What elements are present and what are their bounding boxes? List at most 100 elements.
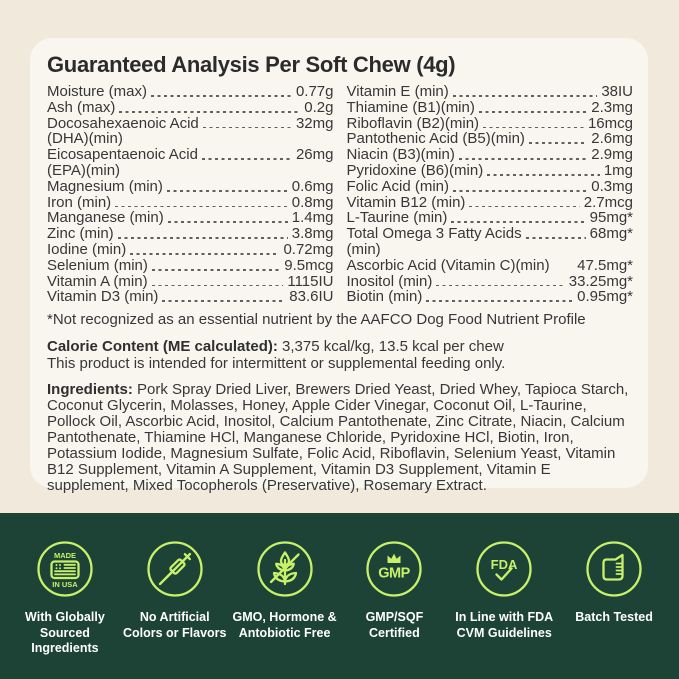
nutrient-name: Vitamin D3 (min) <box>47 288 159 306</box>
nutrient-name: Iodine (min) <box>47 240 127 258</box>
badge-label: GMO, Hormone & Antobiotic Free <box>232 610 337 640</box>
badge-label: GMP/SQF Certified <box>365 610 424 640</box>
badge-no-artificial-colors: No Artificial Colors or Flavors <box>120 540 230 679</box>
analysis-column-right: Vitamin E (min) 38IU Thiamine (B1)(min) 2.3… <box>347 84 634 305</box>
no-plant-icon <box>256 541 313 597</box>
badge-gmo-free: GMO, Hormone & Antobiotic Free <box>230 540 340 679</box>
feeding-note: This product is intended for intermitten… <box>47 355 506 373</box>
nutrient-name: Docosahexaenoic Acid <box>47 114 199 132</box>
dotted-leader <box>487 173 600 176</box>
calorie-content-value: 3,375 kcal/kg, 13.5 kcal per chew <box>282 338 504 356</box>
nutrient-name: Biotin (min) <box>346 288 423 306</box>
fda-text: FDA <box>491 557 518 572</box>
guaranteed-analysis-panel: Guaranteed Analysis Per Soft Chew (4g) M… <box>30 38 648 493</box>
nutrient-name: Magnesium (min) <box>47 177 163 195</box>
nutrient-name: Selenium (min) <box>47 256 148 274</box>
nutrient-name: Riboflavin (B2)(min) <box>346 114 480 132</box>
nutrient-value: 3.8mg <box>291 225 334 243</box>
dotted-leader <box>483 126 584 129</box>
nutrient-value: 0.72mg <box>283 240 334 258</box>
calorie-content-label: Calorie Content (ME calculated): <box>47 338 278 356</box>
dotted-leader <box>166 189 288 192</box>
nutrient-name: Pyridoxine (B6)(min) <box>346 161 484 179</box>
dotted-leader <box>162 300 286 303</box>
ingredients-paragraph: Ingredients: Pork Spray Dried Liver, Bre… <box>47 382 633 493</box>
nutrient-value: 38IU <box>601 83 633 100</box>
dotted-leader <box>525 237 586 239</box>
dotted-leader <box>469 205 580 208</box>
badge-label: No Artificial Colors or Flavors <box>122 610 227 640</box>
nutrient-value: 68mg* <box>589 225 633 243</box>
nutrient-value: 0.3mg <box>591 177 633 195</box>
nutrient-value: 26mg <box>295 146 334 164</box>
nutrient-value: 0.8mg <box>291 193 334 211</box>
gmp-crown-icon: GMP <box>366 541 423 597</box>
analysis-row: Folic Acid (min) 0.3mg <box>347 177 634 195</box>
analysis-row: Docosahexaenoic Acid 32mg (DHA)(min) <box>47 114 334 148</box>
dotted-leader <box>202 126 292 129</box>
analysis-row: Total Omega 3 Fatty Acids 68mg* (min) <box>347 226 634 258</box>
nutrient-name: Vitamin E (min) <box>346 83 449 100</box>
dotted-leader <box>478 110 588 113</box>
badge-label: With Globally Sourced Ingredients <box>25 610 105 655</box>
dotted-leader <box>151 268 281 271</box>
analysis-row: Pantothenic Acid (B5)(min) 2.6mg <box>347 131 634 147</box>
dotted-leader <box>452 95 598 97</box>
nutrient-name: Eicosapentaenoic Acid <box>47 146 198 164</box>
nutrient-value: 9.5mcg <box>284 256 334 274</box>
analysis-row: Vitamin D3 (min) 83.6IU <box>47 289 334 305</box>
badge-gmp-sqf: GMP GMP/SQF Certified <box>339 540 449 679</box>
dotted-leader <box>451 221 586 224</box>
badge-batch-tested: Batch Tested <box>559 540 669 679</box>
nutrient-name: Niacin (B3)(min) <box>346 146 455 164</box>
nutrient-value: 0.6mg <box>291 177 334 195</box>
dotted-leader <box>426 300 574 303</box>
nutrient-name-continued: (EPA)(min) <box>47 161 121 179</box>
dotted-leader <box>119 110 301 113</box>
nutrient-name: Vitamin B12 (min) <box>346 193 466 211</box>
nutrient-value: 2.6mg <box>591 130 633 148</box>
aafco-footnote: *Not recognized as an essential nutrient… <box>47 311 586 329</box>
fda-check-icon: FDA <box>476 541 532 597</box>
nutrient-value: 1115IU <box>287 272 334 290</box>
analysis-column-left: Moisture (max) 0.77g Ash (max) 0.2g Docosahe… <box>47 84 334 305</box>
analysis-row: Ash (max) 0.2g <box>47 98 334 116</box>
analysis-row: Zinc (min) 3.8mg <box>47 226 334 242</box>
calorie-content: Calorie Content (ME calculated): 3,375 k… <box>47 338 633 372</box>
nutrient-name: Ascorbic Acid (Vitamin C)(min) <box>346 256 550 274</box>
analysis-row: Selenium (min) 9.5mcg <box>47 256 334 274</box>
nutrient-value: 32mg <box>295 114 334 132</box>
dotted-leader <box>151 95 292 97</box>
made-text: MADE <box>54 551 76 560</box>
dotted-leader <box>528 142 588 145</box>
badge-fda-cvm: FDA In Line with FDA CVM Guidelines <box>449 540 559 679</box>
nutrient-name: Inositol (min) <box>346 272 433 290</box>
analysis-row: Moisture (max) 0.77g <box>47 84 334 100</box>
nutrient-value: 0.2g <box>304 98 334 116</box>
in-usa-text: IN USA <box>52 580 78 589</box>
analysis-row: Inositol (min) 33.25mg* <box>346 272 634 290</box>
nutrient-value: 0.95mg* <box>577 288 633 306</box>
beaker-icon <box>586 541 642 597</box>
nutrient-name: Iron (min) <box>47 193 112 211</box>
ingredients-text: Pork Spray Dried Liver, Brewers Dried Ye… <box>47 381 629 494</box>
dotted-leader <box>436 284 565 287</box>
nutrient-value: 1mg <box>603 161 633 179</box>
nutrient-name: Thiamine (B1)(min) <box>346 98 475 116</box>
analysis-row: Iodine (min) 0.72mg <box>47 242 334 258</box>
nutrient-value: 47.5mg* <box>577 256 633 274</box>
nutrient-value: 83.6IU <box>289 288 334 306</box>
nutrient-name: Ash (max) <box>47 98 116 116</box>
nutrient-name: Total Omega 3 Fatty Acids <box>346 225 522 243</box>
ingredients-label: Ingredients: <box>47 381 133 399</box>
analysis-row: Vitamin B12 (min) 2.7mcg <box>346 193 634 211</box>
made-in-usa-flag-icon: MADE IN USA <box>37 541 93 597</box>
nutrient-value: 2.3mg <box>591 98 633 116</box>
nutrient-name-continued: (DHA)(min) <box>47 130 123 148</box>
nutrient-name: Moisture (max) <box>47 83 148 100</box>
analysis-row: Pyridoxine (B6)(min) 1mg <box>347 163 634 179</box>
badge-made-in-usa: MADE IN USA With Globally Sourced Ingred… <box>10 540 120 679</box>
analysis-row: Niacin (B3)(min) 2.9mg <box>347 147 634 163</box>
dotted-leader <box>115 205 288 208</box>
analysis-row: Vitamin E (min) 38IU <box>347 84 634 100</box>
